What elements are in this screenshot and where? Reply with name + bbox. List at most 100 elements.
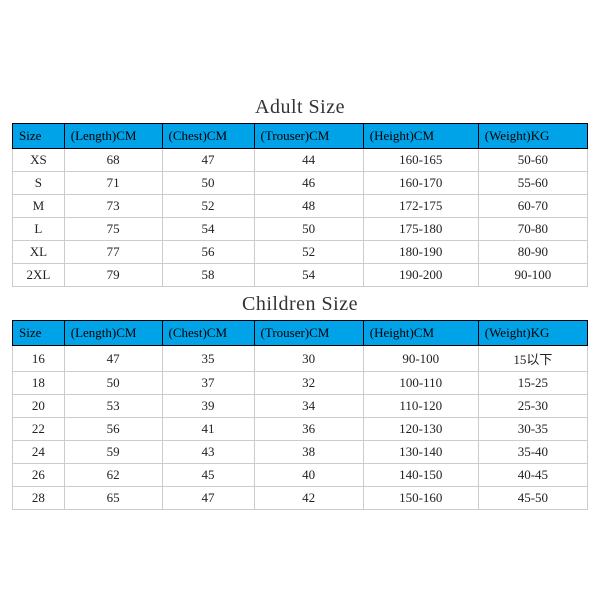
- cell: 172-175: [363, 195, 478, 218]
- adult-title: Adult Size: [12, 90, 588, 123]
- cell: 34: [254, 395, 363, 418]
- table-row: XL775652180-19080-90: [13, 241, 588, 264]
- cell: 56: [64, 418, 162, 441]
- cell: 22: [13, 418, 65, 441]
- cell: XL: [13, 241, 65, 264]
- table-row: 24594338130-14035-40: [13, 441, 588, 464]
- adult-size-table: Size (Length)CM (Chest)CM (Trouser)CM (H…: [12, 123, 588, 287]
- cell: 2XL: [13, 264, 65, 287]
- cell: 30-35: [478, 418, 587, 441]
- cell: 160-170: [363, 172, 478, 195]
- cell: 80-90: [478, 241, 587, 264]
- cell: 68: [64, 149, 162, 172]
- cell: 24: [13, 441, 65, 464]
- children-title: Children Size: [12, 287, 588, 320]
- cell: 35: [162, 346, 254, 372]
- cell: 35-40: [478, 441, 587, 464]
- table-row: 20533934110-12025-30: [13, 395, 588, 418]
- table-row: S715046160-17055-60: [13, 172, 588, 195]
- cell: 50: [254, 218, 363, 241]
- cell: 50-60: [478, 149, 587, 172]
- adult-table-head: Size (Length)CM (Chest)CM (Trouser)CM (H…: [13, 124, 588, 149]
- cell: 60-70: [478, 195, 587, 218]
- col-trouser: (Trouser)CM: [254, 321, 363, 346]
- col-height: (Height)CM: [363, 321, 478, 346]
- cell: 58: [162, 264, 254, 287]
- cell: 56: [162, 241, 254, 264]
- cell: 54: [254, 264, 363, 287]
- col-length: (Length)CM: [64, 321, 162, 346]
- cell: 41: [162, 418, 254, 441]
- cell: 47: [162, 487, 254, 510]
- cell: 20: [13, 395, 65, 418]
- cell: 53: [64, 395, 162, 418]
- cell: 15以下: [478, 346, 587, 372]
- cell: 16: [13, 346, 65, 372]
- col-size: Size: [13, 124, 65, 149]
- cell: 48: [254, 195, 363, 218]
- table-row: M735248172-17560-70: [13, 195, 588, 218]
- cell: 90-100: [363, 346, 478, 372]
- cell: 120-130: [363, 418, 478, 441]
- cell: 77: [64, 241, 162, 264]
- col-length: (Length)CM: [64, 124, 162, 149]
- cell: L: [13, 218, 65, 241]
- children-table-head: Size (Length)CM (Chest)CM (Trouser)CM (H…: [13, 321, 588, 346]
- cell: 36: [254, 418, 363, 441]
- table-row: L755450175-18070-80: [13, 218, 588, 241]
- cell: 90-100: [478, 264, 587, 287]
- cell: 40: [254, 464, 363, 487]
- cell: 71: [64, 172, 162, 195]
- cell: 25-30: [478, 395, 587, 418]
- cell: 140-150: [363, 464, 478, 487]
- cell: 38: [254, 441, 363, 464]
- cell: 32: [254, 372, 363, 395]
- cell: 47: [64, 346, 162, 372]
- cell: 46: [254, 172, 363, 195]
- children-header-row: Size (Length)CM (Chest)CM (Trouser)CM (H…: [13, 321, 588, 346]
- cell: 180-190: [363, 241, 478, 264]
- cell: 52: [162, 195, 254, 218]
- cell: 45: [162, 464, 254, 487]
- cell: 75: [64, 218, 162, 241]
- adult-header-row: Size (Length)CM (Chest)CM (Trouser)CM (H…: [13, 124, 588, 149]
- cell: 42: [254, 487, 363, 510]
- cell: 150-160: [363, 487, 478, 510]
- cell: 28: [13, 487, 65, 510]
- col-trouser: (Trouser)CM: [254, 124, 363, 149]
- cell: S: [13, 172, 65, 195]
- cell: 43: [162, 441, 254, 464]
- cell: 160-165: [363, 149, 478, 172]
- cell: 73: [64, 195, 162, 218]
- cell: 130-140: [363, 441, 478, 464]
- cell: 47: [162, 149, 254, 172]
- cell: 54: [162, 218, 254, 241]
- cell: 110-120: [363, 395, 478, 418]
- cell: 55-60: [478, 172, 587, 195]
- cell: 190-200: [363, 264, 478, 287]
- cell: 37: [162, 372, 254, 395]
- cell: 62: [64, 464, 162, 487]
- cell: 45-50: [478, 487, 587, 510]
- cell: 70-80: [478, 218, 587, 241]
- col-weight: (Weight)KG: [478, 124, 587, 149]
- cell: 59: [64, 441, 162, 464]
- col-chest: (Chest)CM: [162, 124, 254, 149]
- adult-table-body: XS684744160-16550-60 S715046160-17055-60…: [13, 149, 588, 287]
- cell: 30: [254, 346, 363, 372]
- table-row: 1647353090-10015以下: [13, 346, 588, 372]
- cell: M: [13, 195, 65, 218]
- cell: 50: [64, 372, 162, 395]
- cell: 50: [162, 172, 254, 195]
- table-row: 22564136120-13030-35: [13, 418, 588, 441]
- col-height: (Height)CM: [363, 124, 478, 149]
- cell: 26: [13, 464, 65, 487]
- cell: 79: [64, 264, 162, 287]
- cell: 18: [13, 372, 65, 395]
- table-row: 26624540140-15040-45: [13, 464, 588, 487]
- cell: 100-110: [363, 372, 478, 395]
- cell: 52: [254, 241, 363, 264]
- table-row: XS684744160-16550-60: [13, 149, 588, 172]
- children-table-body: 1647353090-10015以下 18503732100-11015-25 …: [13, 346, 588, 510]
- cell: 40-45: [478, 464, 587, 487]
